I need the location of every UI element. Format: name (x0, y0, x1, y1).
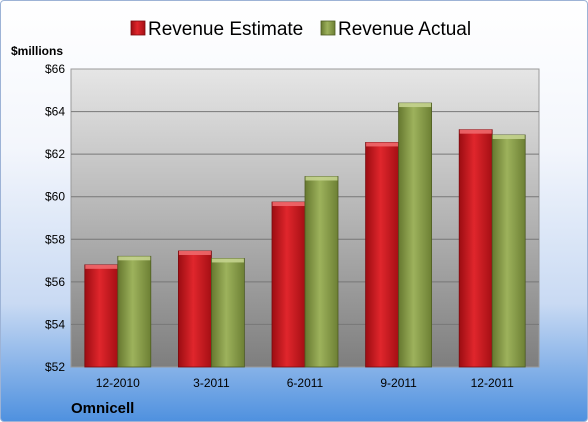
bar-estimate-12-2011 (458, 129, 493, 368)
bar-cap (272, 202, 305, 207)
bar-actual-3-2011 (210, 258, 245, 368)
bar-cap (492, 134, 525, 139)
y-tick-label: $58 (45, 232, 65, 246)
x-axis-ticks: 12-2010 3-2011 6-2011 9-2011 12-2011 (96, 376, 514, 390)
bar-cap (399, 103, 432, 108)
legend: Revenue Estimate Revenue Actual (130, 19, 471, 40)
x-tick-label: 9-2011 (380, 376, 417, 390)
company-name: Omnicell (71, 400, 134, 417)
bar-cap (305, 176, 338, 181)
x-tick-label: 12-2010 (96, 376, 140, 390)
bar-estimate-3-2011 (177, 250, 212, 368)
bar-estimate-6-2011 (271, 201, 306, 368)
bar-actual-9-2011 (398, 102, 433, 368)
legend-swatch-actual (320, 20, 336, 36)
bar-cap (366, 142, 399, 147)
bar-cap (178, 250, 211, 255)
x-tick-label: 12-2011 (471, 376, 514, 390)
bar-estimate-12-2010 (84, 264, 119, 368)
bar-cap (459, 129, 492, 134)
y-axis-ticks: $52 $54 $56 $58 $60 $62 $64 $66 (45, 62, 65, 374)
y-tick-label: $54 (45, 317, 65, 331)
x-tick-label: 3-2011 (193, 376, 230, 390)
bar-estimate-9-2011 (365, 142, 400, 368)
legend-label-actual: Revenue Actual (338, 19, 471, 40)
bar-cap (118, 256, 151, 261)
bar-cap (211, 258, 244, 263)
y-tick-label: $62 (45, 147, 65, 161)
y-tick-label: $60 (45, 190, 65, 204)
bar-cap (85, 264, 118, 269)
legend-label-estimate: Revenue Estimate (148, 19, 303, 40)
x-tick-label: 6-2011 (287, 376, 324, 390)
bar-actual-12-2011 (491, 134, 526, 368)
legend-swatch-estimate (130, 20, 146, 36)
y-tick-label: $66 (45, 62, 65, 76)
y-tick-label: $64 (45, 105, 65, 119)
bar-actual-6-2011 (304, 176, 339, 368)
y-axis-unit-label: $millions (11, 44, 63, 58)
bar-actual-12-2010 (117, 255, 152, 368)
bars (84, 102, 526, 368)
y-tick-label: $56 (45, 275, 65, 289)
y-tick-label: $52 (45, 360, 65, 374)
